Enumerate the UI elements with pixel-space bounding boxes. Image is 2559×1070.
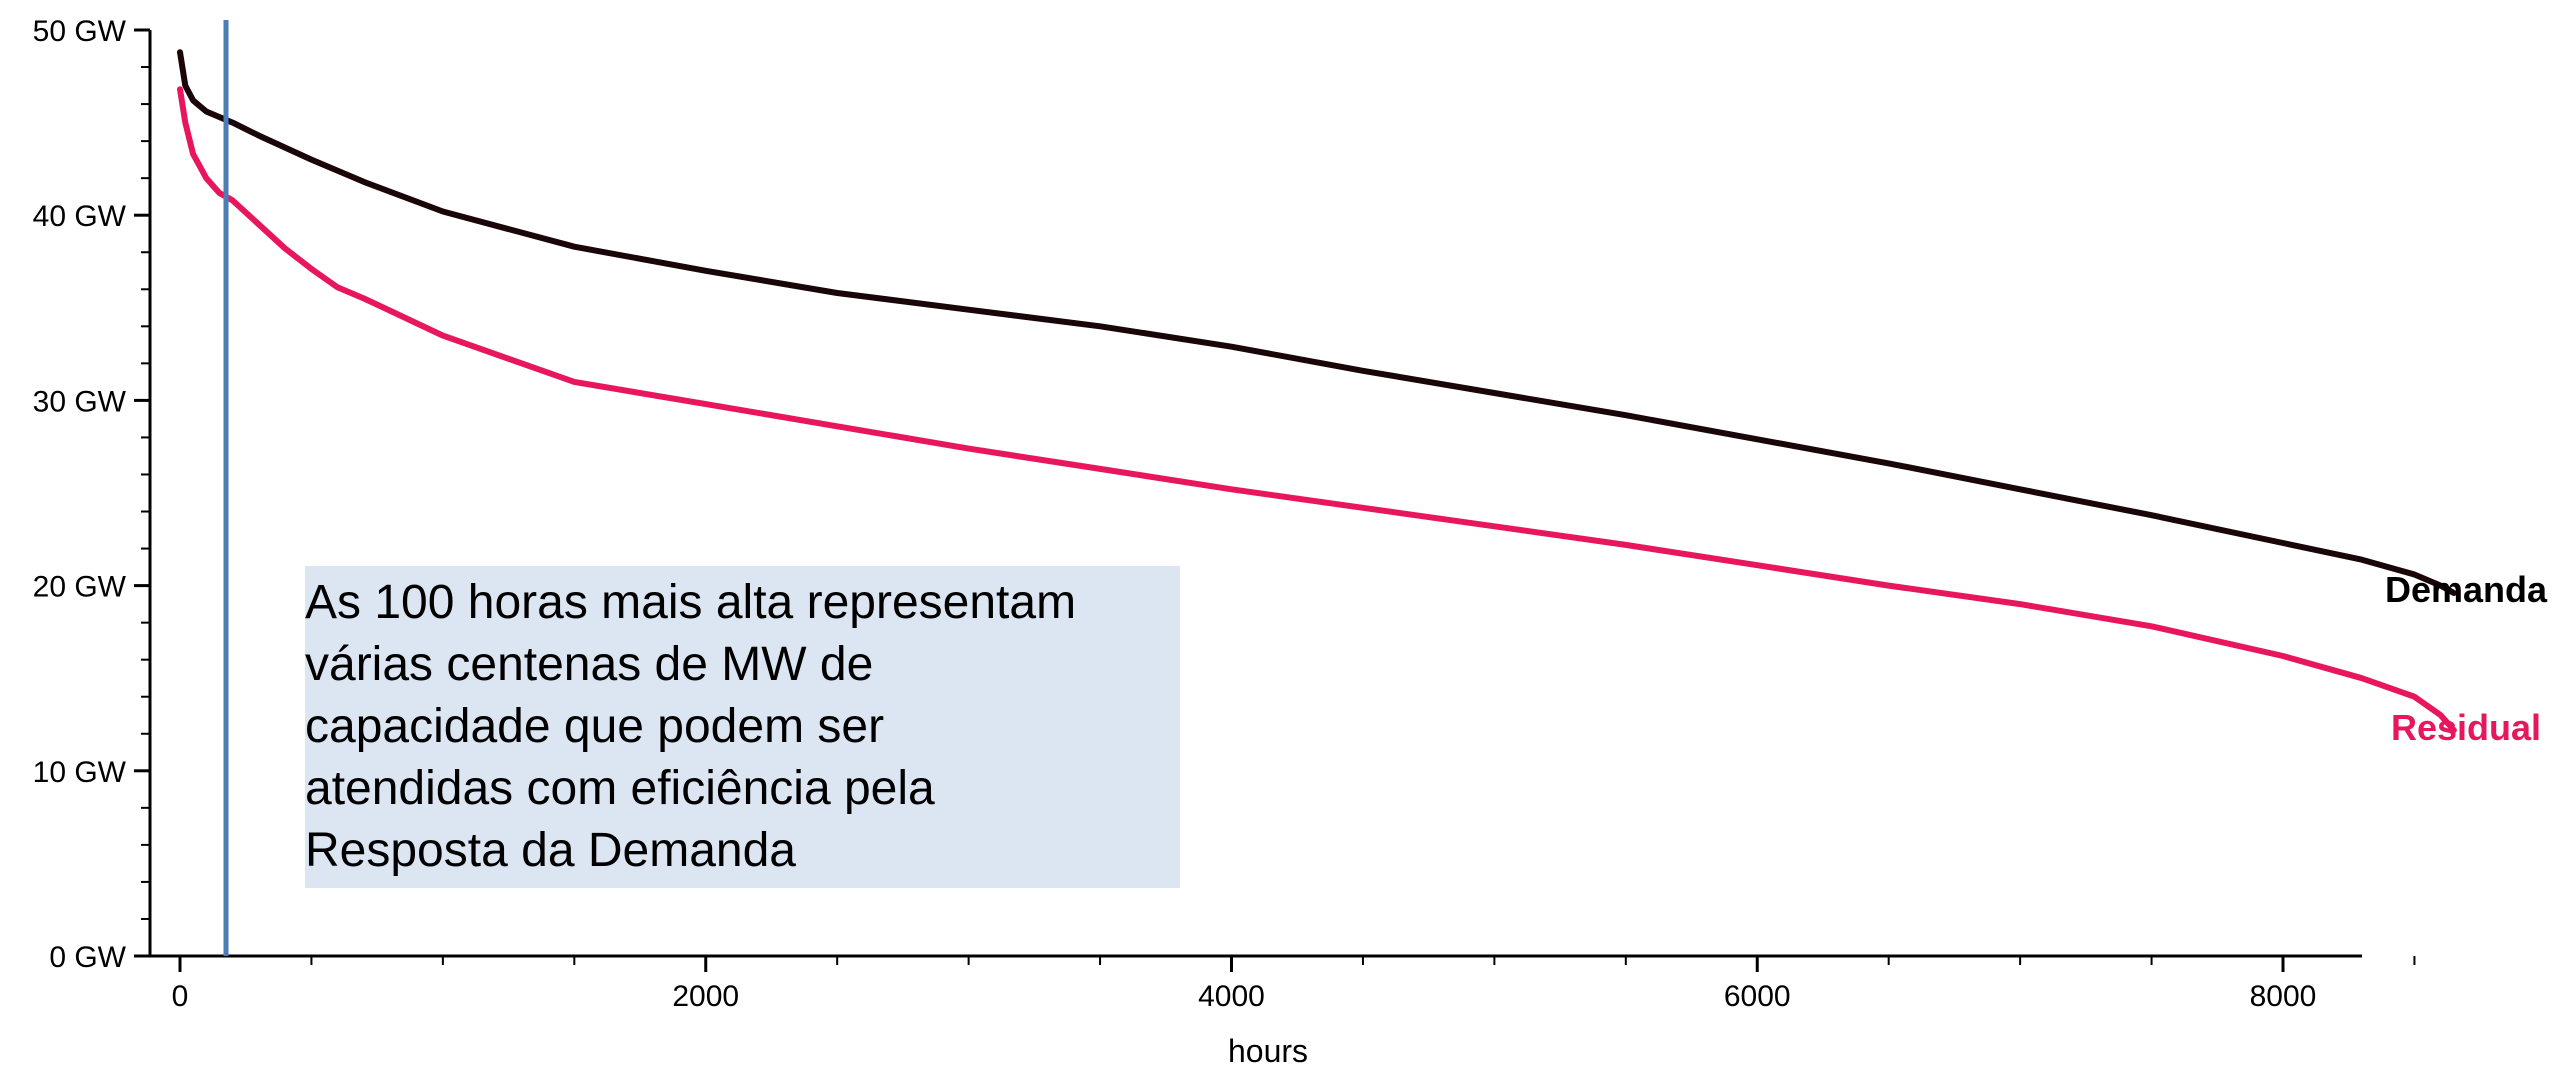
x-tick-label: 8000	[2250, 980, 2317, 1013]
x-tick-label: 2000	[672, 980, 739, 1013]
x-tick-label: 0	[172, 980, 189, 1013]
labels: hours Demanda Residual	[1228, 569, 2548, 1069]
y-tick-label: 50 GW	[33, 15, 127, 48]
axes	[148, 30, 2362, 958]
y-tick-label: 0 GW	[49, 941, 126, 974]
ticks: 0 GW 10 GW 20 GW 30 GW 40 GW 50 GW 0 2000 4000 60…	[33, 15, 2416, 1013]
y-tick-label: 40 GW	[33, 200, 127, 233]
annotation-line: várias centenas de MW de	[305, 638, 874, 691]
annotation-line: atendidas com eficiência pela	[305, 762, 935, 815]
annotation-line: Resposta da Demanda	[305, 824, 796, 877]
x-axis-title: hours	[1228, 1033, 1308, 1065]
series-label-demanda: Demanda	[2385, 569, 2548, 610]
y-tick-label: 20 GW	[33, 571, 127, 604]
series	[177, 49, 2457, 734]
series-line-demanda	[177, 49, 2457, 596]
series-label-residual: Residual	[2391, 707, 2541, 748]
annotation-line: capacidade que podem ser	[305, 700, 885, 753]
series-line-residual	[177, 86, 2457, 734]
y-tick-label: 10 GW	[33, 756, 127, 789]
x-tick-label: 4000	[1198, 980, 1265, 1013]
x-tick-label: 6000	[1724, 980, 1791, 1013]
annotation-line: As 100 horas mais alta representam	[305, 576, 1077, 629]
y-tick-label: 30 GW	[33, 385, 127, 418]
annotation-box: As 100 horas mais alta representam vária…	[305, 566, 1180, 888]
